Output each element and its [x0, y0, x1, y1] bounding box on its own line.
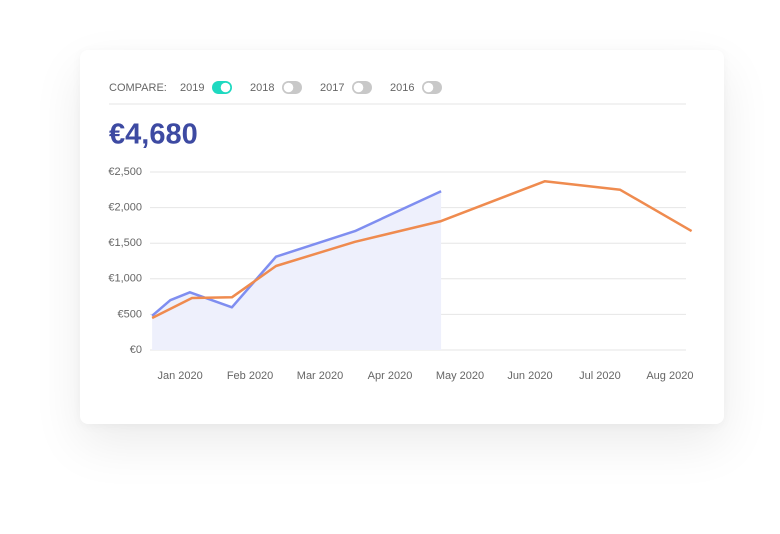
toggle-knob — [220, 82, 231, 93]
toggle-knob — [353, 82, 364, 93]
x-tick-label: Mar 2020 — [297, 370, 343, 382]
x-tick-label: Apr 2020 — [368, 370, 413, 382]
area — [152, 191, 442, 350]
y-tick-label: €1,500 — [108, 237, 142, 249]
line — [151, 180, 693, 320]
compare-year: 2017 — [320, 82, 344, 94]
total: €4,680 — [109, 119, 198, 151]
x-tick-label: Jul 2020 — [579, 370, 621, 382]
compare-year: 2019 — [180, 82, 204, 94]
compare-year: 2018 — [250, 82, 274, 94]
toggle-knob — [283, 82, 294, 93]
x-tick-label: Jun 2020 — [507, 370, 552, 382]
x-tick-label: May 2020 — [436, 370, 484, 382]
x-tick-label: Aug 2020 — [646, 370, 693, 382]
x-tick-label: Feb 2020 — [227, 370, 273, 382]
y-tick-label: €0 — [130, 344, 142, 356]
x-tick-label: Jan 2020 — [157, 370, 202, 382]
y-tick-label: €2,500 — [108, 166, 142, 178]
y-tick-label: €500 — [118, 308, 142, 320]
toggle-knob — [423, 82, 434, 93]
compare-label: COMPARE: — [109, 82, 167, 94]
y-tick-label: €2,000 — [108, 202, 142, 214]
line — [151, 190, 442, 317]
compare-year: 2016 — [390, 82, 414, 94]
y-tick-label: €1,000 — [108, 273, 142, 285]
